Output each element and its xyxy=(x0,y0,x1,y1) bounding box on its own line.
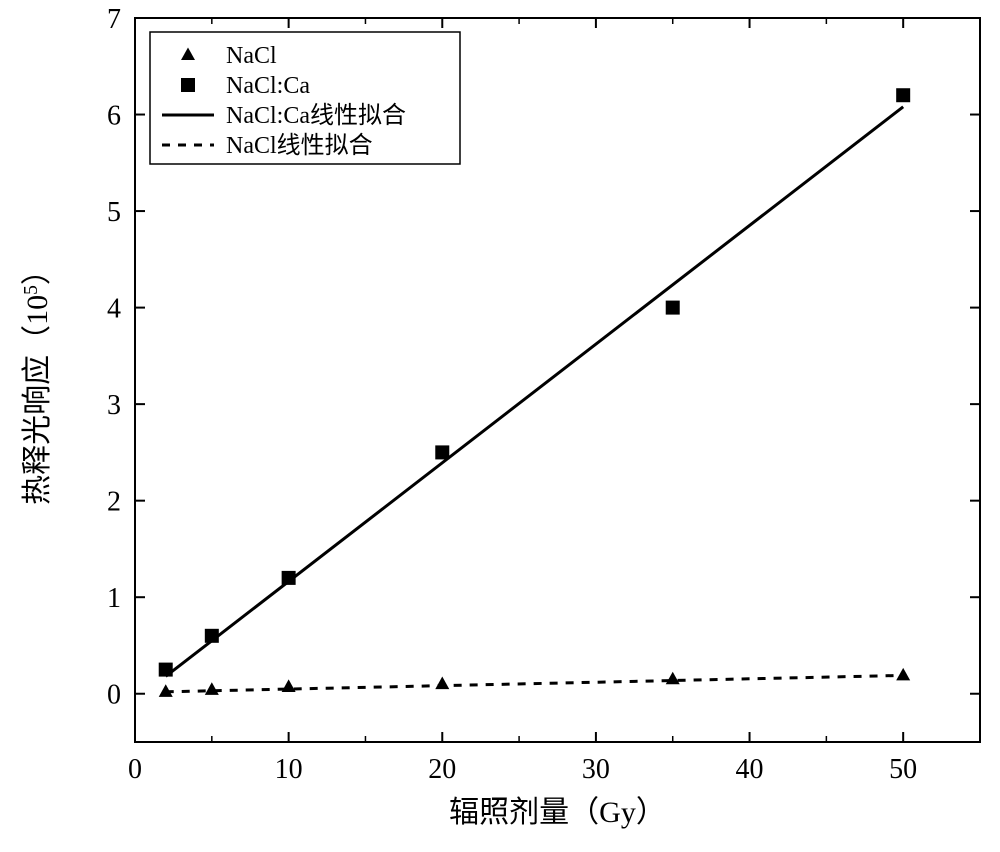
chart-svg: 0102030405001234567辐照剂量（Gy）热释光响应（105）NaC… xyxy=(0,0,1000,852)
y-tick-label: 5 xyxy=(107,197,121,228)
data-point xyxy=(282,571,296,585)
x-tick-label: 10 xyxy=(275,754,303,785)
y-tick-label: 1 xyxy=(107,583,121,614)
x-tick-label: 30 xyxy=(582,754,610,785)
data-point xyxy=(896,88,910,102)
y-tick-label: 0 xyxy=(107,680,121,711)
data-point xyxy=(435,445,449,459)
data-point xyxy=(205,629,219,643)
legend-marker-icon xyxy=(181,78,195,92)
legend-label: NaCl xyxy=(226,43,277,69)
x-tick-label: 40 xyxy=(736,754,764,785)
x-tick-label: 20 xyxy=(428,754,456,785)
y-axis-label-sup: 5 xyxy=(21,285,42,295)
y-tick-label: 3 xyxy=(107,390,121,421)
legend-label: NaCl线性拟合 xyxy=(226,132,373,159)
chart-container: 0102030405001234567辐照剂量（Gy）热释光响应（105）NaC… xyxy=(0,0,1000,852)
data-point xyxy=(666,301,680,315)
y-tick-label: 6 xyxy=(107,101,121,132)
y-tick-label: 2 xyxy=(107,487,121,518)
legend-label: NaCl:Ca xyxy=(226,73,310,99)
y-tick-label: 7 xyxy=(107,4,121,35)
x-tick-label: 0 xyxy=(128,754,142,785)
y-axis-label-main: 热释光响应（10 xyxy=(21,295,54,505)
y-tick-label: 4 xyxy=(107,294,121,325)
y-axis-label-suffix: ） xyxy=(21,255,54,285)
x-axis-label: 辐照剂量（Gy） xyxy=(449,796,666,829)
data-point xyxy=(159,663,173,677)
legend-label: NaCl:Ca线性拟合 xyxy=(226,102,406,129)
x-tick-label: 50 xyxy=(889,754,917,785)
